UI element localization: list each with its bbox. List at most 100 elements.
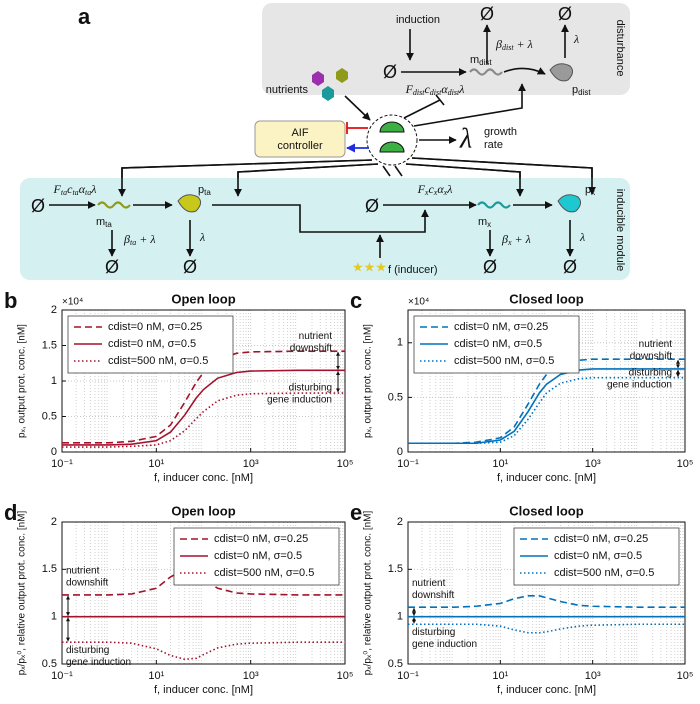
text-part: p <box>572 84 578 96</box>
text-part: x <box>443 188 448 197</box>
empty-set: Ø <box>563 257 577 277</box>
axes-frame <box>61 521 346 665</box>
text-part: m <box>470 54 479 66</box>
series-line <box>408 376 685 445</box>
y-tick-label: 2 <box>51 304 57 316</box>
axes-frame <box>407 309 686 453</box>
formula: Fdistcdistαdistλ <box>405 82 465 97</box>
arrow <box>234 163 379 197</box>
y-tick-label: 2 <box>397 516 403 528</box>
inhibition <box>435 94 445 106</box>
legend-label: cdist=500 nM, σ=0.5 <box>214 567 314 579</box>
label: induction <box>396 14 440 26</box>
label: mta <box>96 216 112 229</box>
inhibition <box>394 165 403 177</box>
annotation: downshift <box>290 343 332 354</box>
text-part: λ <box>90 182 96 196</box>
box-label: disturbance <box>614 20 626 77</box>
text-part: c <box>67 182 73 196</box>
mrna <box>477 201 511 209</box>
y-scale-label: ×10⁴ <box>408 297 429 308</box>
protein <box>549 63 574 82</box>
x-tick-label: 10⁵ <box>677 458 694 470</box>
panel-label: a <box>78 4 91 29</box>
x-tick-label: 10¹ <box>492 458 508 470</box>
annotation: downshift <box>66 578 108 589</box>
text-part: ta <box>105 220 112 229</box>
empty-set: Ø <box>480 4 494 24</box>
text-line: controller <box>277 140 323 152</box>
series-line <box>408 358 685 445</box>
y-tick-label: 1 <box>397 337 403 349</box>
x-tick-label: 10³ <box>585 670 601 682</box>
legend-label: cdist=0 nM, σ=0.5 <box>108 338 196 350</box>
series-line <box>62 369 345 446</box>
y-tick-label: 1.5 <box>42 563 57 575</box>
x-tick-label: 10³ <box>243 670 259 682</box>
series-line <box>62 568 345 596</box>
y-tick-label: 1.5 <box>42 339 57 351</box>
legend-label: cdist=500 nM, σ=0.5 <box>454 355 554 367</box>
x-tick-label: 10⁵ <box>337 458 354 470</box>
y-axis-label: pₓ/pₓ⁰, relative output prot. conc. [nM] <box>363 511 374 676</box>
series-line <box>62 350 345 444</box>
series-line <box>408 623 685 634</box>
arrow <box>344 95 371 121</box>
inhibition <box>382 165 391 177</box>
y-axis-label: pₓ, output prot. conc. [nM] <box>17 324 28 438</box>
formula: βx + λ <box>501 232 531 247</box>
chart-title: Open loop <box>171 503 235 518</box>
annotation: disturbing <box>629 367 672 378</box>
text-part: dist <box>502 43 514 52</box>
legend-label: cdist=500 nM, σ=0.5 <box>554 567 654 579</box>
label: px <box>585 184 595 197</box>
text-part: dist <box>479 58 492 67</box>
chart-title: Open loop <box>171 291 235 306</box>
text-part: α <box>441 82 448 96</box>
text-part: m <box>478 216 487 228</box>
legend-label: cdist=0 nM, σ=0.25 <box>554 533 648 545</box>
text-part: ta <box>72 188 78 197</box>
y-scale-label: ×10⁴ <box>62 297 83 308</box>
x-tick-label: 10³ <box>585 458 601 470</box>
arrow <box>405 163 524 197</box>
x-tick-label: 10⁻¹ <box>397 458 419 470</box>
x-tick-label: 10⁻¹ <box>397 670 419 682</box>
text-part: F <box>417 182 426 196</box>
protein <box>557 194 582 213</box>
text-part: λ <box>458 82 464 96</box>
text-part: ta <box>85 188 91 197</box>
series-line <box>62 641 345 661</box>
panel-label: e <box>350 500 362 525</box>
text-part: β <box>123 232 130 246</box>
panel-a: a disturbance induction Ø mdist Fdistcdi… <box>20 3 630 280</box>
text-part: x <box>591 188 595 197</box>
mrna <box>97 201 131 209</box>
legend-label: cdist=0 nM, σ=0.5 <box>454 338 542 350</box>
panel-label: d <box>4 500 17 525</box>
annotation: nutrient <box>66 566 100 577</box>
y-tick-label: 0.5 <box>388 391 403 403</box>
panel-label: c <box>350 288 362 313</box>
text-part: β <box>501 232 508 246</box>
nutrient <box>322 86 334 101</box>
text-part: λ <box>446 182 452 196</box>
y-axis-label: pₓ, output prot. conc. [nM] <box>363 324 374 438</box>
empty-set: Ø <box>31 196 45 216</box>
text-part: F <box>53 182 62 196</box>
arrow <box>118 159 373 197</box>
controller-box <box>254 120 346 158</box>
annotation: nutrient <box>412 578 446 589</box>
text-part: + λ <box>512 232 531 246</box>
text-part: c <box>428 182 434 196</box>
legend-label: cdist=500 nM, σ=0.5 <box>108 355 208 367</box>
annotation: disturbing <box>66 645 109 656</box>
text-part: + λ <box>136 232 155 246</box>
annotation: nutrient <box>639 339 673 350</box>
label: mdist <box>470 54 492 67</box>
growth-symbol: λ <box>459 123 472 154</box>
text-part: dist <box>430 88 442 97</box>
formula: λ <box>573 32 579 46</box>
x-tick-label: 10¹ <box>492 670 508 682</box>
text-line: rate <box>484 139 503 151</box>
